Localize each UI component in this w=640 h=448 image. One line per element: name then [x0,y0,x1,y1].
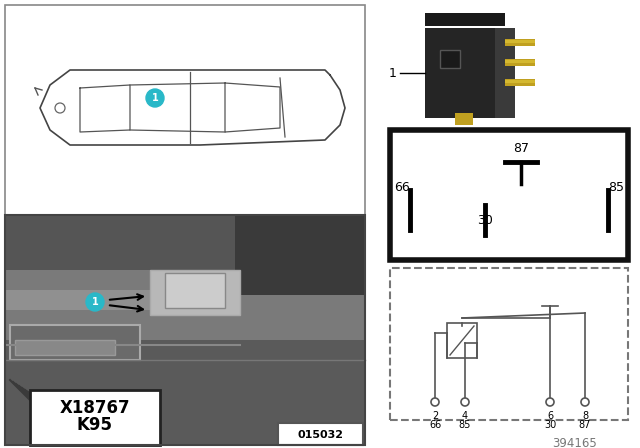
Bar [455,113,473,125]
Text: 8: 8 [582,411,588,421]
Bar [495,28,515,118]
Bar [505,80,535,83]
Text: 85: 85 [608,181,624,194]
Bar [505,39,535,46]
Text: 2: 2 [432,411,438,421]
Text: K95: K95 [77,416,113,434]
Bar [165,273,225,308]
Circle shape [146,89,164,107]
Text: 394165: 394165 [552,436,597,448]
Text: 30: 30 [544,420,556,430]
Bar [10,325,140,360]
Bar [505,59,535,66]
Bar [5,290,235,310]
Bar [505,79,535,86]
Circle shape [86,293,104,311]
Text: 1: 1 [152,93,158,103]
Bar [5,270,365,340]
Bar [30,390,160,445]
Text: 66: 66 [394,181,410,194]
Bar [5,5,365,215]
Text: X18767: X18767 [60,399,131,417]
Text: 87: 87 [513,142,529,155]
Text: 66: 66 [429,420,441,430]
Bar [425,28,505,118]
Text: 1: 1 [389,66,397,79]
Bar [440,50,460,68]
Bar [390,268,628,420]
Circle shape [431,398,439,406]
Text: 87: 87 [579,420,591,430]
Bar [447,323,477,358]
Bar [5,340,365,445]
Circle shape [546,398,554,406]
Circle shape [461,398,469,406]
Circle shape [581,398,589,406]
Text: 30: 30 [477,214,493,227]
Text: 015032: 015032 [297,430,343,440]
Bar [5,215,365,445]
Bar [235,215,365,295]
Bar [278,423,363,445]
Bar [5,215,365,270]
Text: 6: 6 [547,411,553,421]
Text: 4: 4 [462,411,468,421]
Text: 85: 85 [459,420,471,430]
Bar [150,270,240,315]
Bar [15,340,115,355]
Bar [505,60,535,63]
Bar [505,40,535,43]
Bar [5,215,365,445]
Bar [425,13,505,26]
Bar [390,130,628,260]
Text: 1: 1 [92,297,99,307]
